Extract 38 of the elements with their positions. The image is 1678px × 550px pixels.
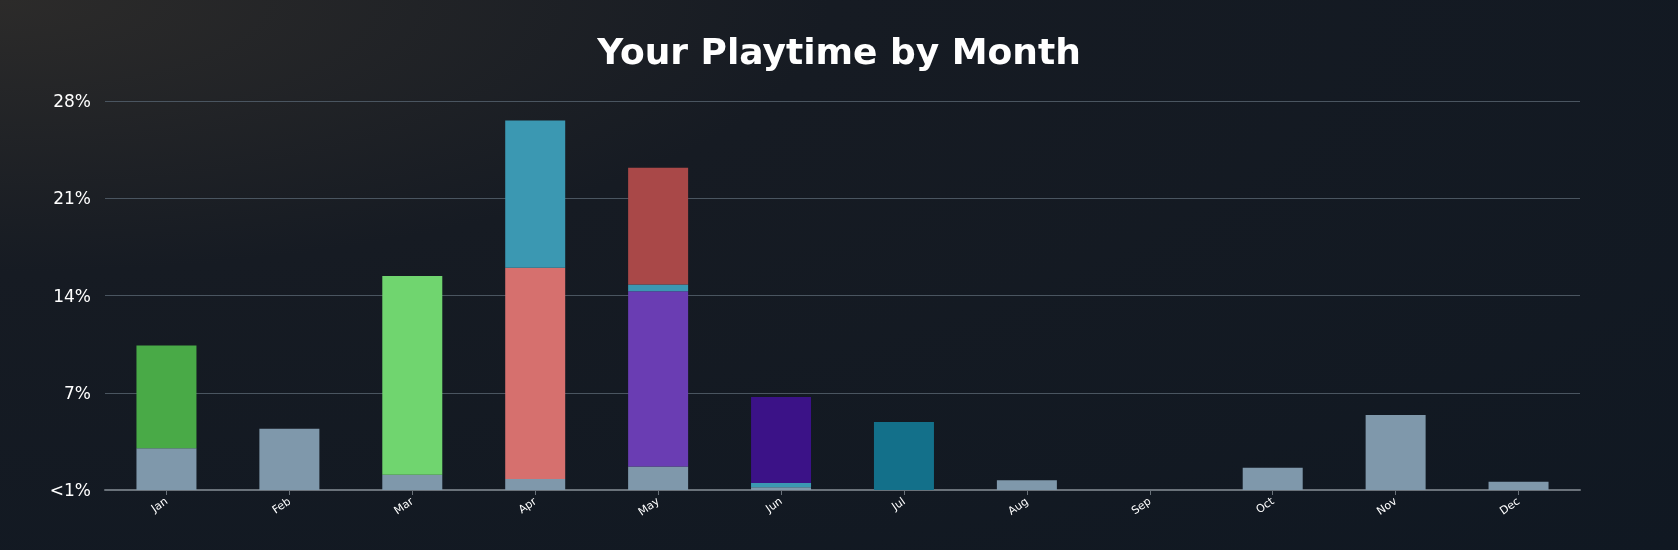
x-tick-label: Feb	[269, 494, 294, 517]
bar	[628, 284, 689, 292]
bar	[382, 276, 443, 475]
bar	[505, 267, 566, 479]
bar	[136, 448, 197, 490]
bar	[382, 474, 443, 490]
x-tick-label: Sep	[1129, 494, 1154, 518]
x-tick-label: Dec	[1497, 494, 1523, 518]
bar	[751, 487, 812, 490]
bar	[505, 120, 566, 268]
bar	[628, 466, 689, 490]
x-tick-label: Mar	[391, 494, 417, 518]
bar	[1488, 481, 1549, 490]
bar	[136, 345, 197, 449]
bar	[751, 396, 812, 484]
bar	[1242, 467, 1303, 490]
bar	[505, 478, 566, 490]
y-tick-label: 28%	[53, 91, 91, 111]
chart-title: Your Playtime by Month	[596, 30, 1081, 72]
x-tick-label: Jun	[762, 494, 785, 516]
y-tick-label: 14%	[53, 285, 91, 306]
y-tick-label: 7%	[64, 382, 91, 403]
bar	[751, 483, 812, 488]
bar	[628, 291, 689, 467]
x-tick-label: May	[635, 494, 663, 519]
x-tick-label: Jul	[888, 494, 908, 514]
bar	[1365, 414, 1426, 490]
x-tick-label: Nov	[1374, 494, 1400, 518]
bar	[996, 480, 1057, 490]
x-tick-label: Jan	[148, 494, 171, 516]
bar	[628, 167, 689, 285]
x-tick-label: Oct	[1253, 494, 1277, 517]
bar	[259, 428, 320, 490]
y-tick-label: 21%	[53, 188, 91, 209]
x-tick-label: Aug	[1005, 494, 1031, 518]
bar	[873, 421, 934, 490]
y-tick-label: <1%	[49, 480, 91, 500]
x-tick-label: Apr	[515, 494, 540, 517]
